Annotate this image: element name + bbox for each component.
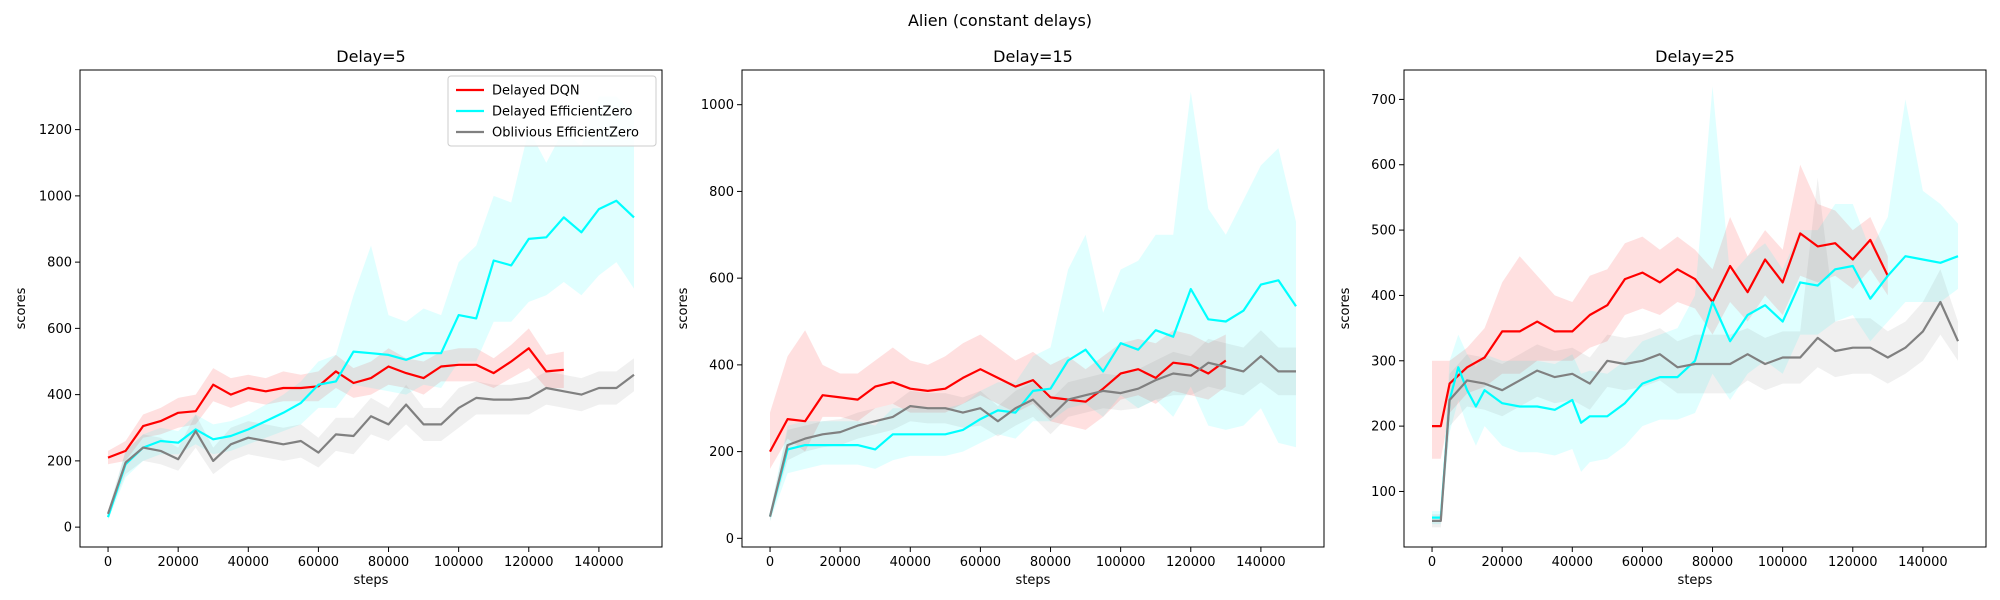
y-axis-label: scores <box>14 287 29 329</box>
series-line-ez <box>106 199 635 518</box>
chart-title: Delay=25 <box>1655 47 1735 66</box>
y-tick-label: 0 <box>64 521 72 536</box>
figure-title: Alien (constant delays) <box>908 11 1092 30</box>
x-tick-label: 120000 <box>504 555 554 570</box>
y-axis-label: scores <box>676 287 691 329</box>
series-line-ez <box>1432 255 1959 519</box>
y-tick-label: 800 <box>709 185 734 200</box>
x-tick-label: 140000 <box>574 555 624 570</box>
x-tick-label: 20000 <box>819 555 860 570</box>
y-tick-label: 200 <box>47 454 72 469</box>
axes-frame <box>741 69 1325 548</box>
x-tick-label: 140000 <box>1236 555 1286 570</box>
x-tick-label: 120000 <box>1166 555 1216 570</box>
y-tick-label: 200 <box>709 445 734 460</box>
y-tick-label: 700 <box>1371 93 1396 108</box>
x-tick-label: 80000 <box>1692 555 1733 570</box>
chart-title: Delay=15 <box>993 47 1073 66</box>
plot-area <box>768 91 1297 521</box>
x-axis-label: steps <box>1678 573 1713 588</box>
x-tick-label: 100000 <box>1758 555 1808 570</box>
y-tick-label: 600 <box>1371 158 1396 173</box>
x-tick-label: 0 <box>104 555 112 570</box>
y-tick-label: 200 <box>1371 420 1396 435</box>
chart-panel-delay-5: 0 20000 40000 60000 80000 100000 120000 140000 0… <box>14 47 663 588</box>
series-line-dqn <box>107 347 564 459</box>
y-tick-label: 1000 <box>39 189 72 204</box>
x-tick-label: 40000 <box>890 555 931 570</box>
x-axis-label: steps <box>1016 573 1051 588</box>
x-tick-label: 0 <box>1428 555 1436 570</box>
x-tick-label: 100000 <box>434 555 484 570</box>
series-line-oblivious <box>768 355 1296 517</box>
confidence-band-ez <box>770 91 1296 521</box>
x-tick-label: 60000 <box>298 555 339 570</box>
x-tick-label: 140000 <box>1898 555 1948 570</box>
legend-entry: Oblivious EfficientZero <box>492 126 639 141</box>
confidence-band-ez <box>1432 86 1958 525</box>
series-line-dqn <box>1432 232 1889 428</box>
axes-frame <box>79 69 663 548</box>
chart-title: Delay=5 <box>336 47 405 66</box>
x-tick-label: 40000 <box>228 555 269 570</box>
confidence-band-dqn <box>1432 164 1888 459</box>
confidence-band-dqn <box>770 330 1226 469</box>
x-tick-label: 120000 <box>1828 555 1878 570</box>
chart-panel-delay-15: 0 20000 40000 60000 80000 100000 120000 140000 0… <box>676 47 1325 588</box>
y-tick-label: 100 <box>1371 485 1396 500</box>
legend: Delayed DQN Delayed EfficientZero Obliviou… <box>447 75 657 147</box>
y-tick-label: 400 <box>1371 289 1396 304</box>
x-tick-label: 60000 <box>1622 555 1663 570</box>
x-axis-label: steps <box>354 573 389 588</box>
y-tick-label: 800 <box>47 256 72 271</box>
confidence-band-oblivious <box>108 358 634 518</box>
x-tick-label: 20000 <box>157 555 198 570</box>
plot-area <box>106 96 635 521</box>
y-tick-label: 400 <box>47 388 72 403</box>
x-tick-label: 80000 <box>368 555 409 570</box>
x-tick-label: 0 <box>766 555 774 570</box>
legend-box <box>447 75 657 147</box>
y-tick-label: 300 <box>1371 354 1396 369</box>
x-tick-label: 40000 <box>1552 555 1593 570</box>
confidence-band-dqn <box>108 328 564 465</box>
y-tick-label: 0 <box>726 532 734 547</box>
confidence-band-ez <box>108 96 634 521</box>
legend-entry: Delayed EfficientZero <box>492 105 633 120</box>
x-tick-label: 60000 <box>960 555 1001 570</box>
y-tick-label: 400 <box>709 358 734 373</box>
y-tick-label: 1200 <box>39 123 72 138</box>
series-line-oblivious <box>106 373 635 515</box>
y-axis-label: scores <box>1338 287 1353 329</box>
legend-entry: Delayed DQN <box>492 84 580 99</box>
series-line-ez <box>768 279 1297 517</box>
confidence-band-oblivious <box>1432 177 1958 528</box>
y-tick-label: 600 <box>709 272 734 287</box>
axes-frame <box>1403 69 1987 548</box>
x-tick-label: 100000 <box>1096 555 1146 570</box>
x-tick-label: 20000 <box>1481 555 1522 570</box>
y-tick-label: 500 <box>1371 224 1396 239</box>
y-tick-label: 600 <box>47 322 72 337</box>
plot-area <box>1432 86 1960 528</box>
x-tick-label: 80000 <box>1030 555 1071 570</box>
series-line-dqn <box>769 359 1227 453</box>
series-line-oblivious <box>1432 300 1960 523</box>
chart-panel-delay-25: 0 20000 40000 60000 80000 100000 120000 140000 1… <box>1338 47 1987 588</box>
y-tick-label: 1000 <box>701 98 734 113</box>
